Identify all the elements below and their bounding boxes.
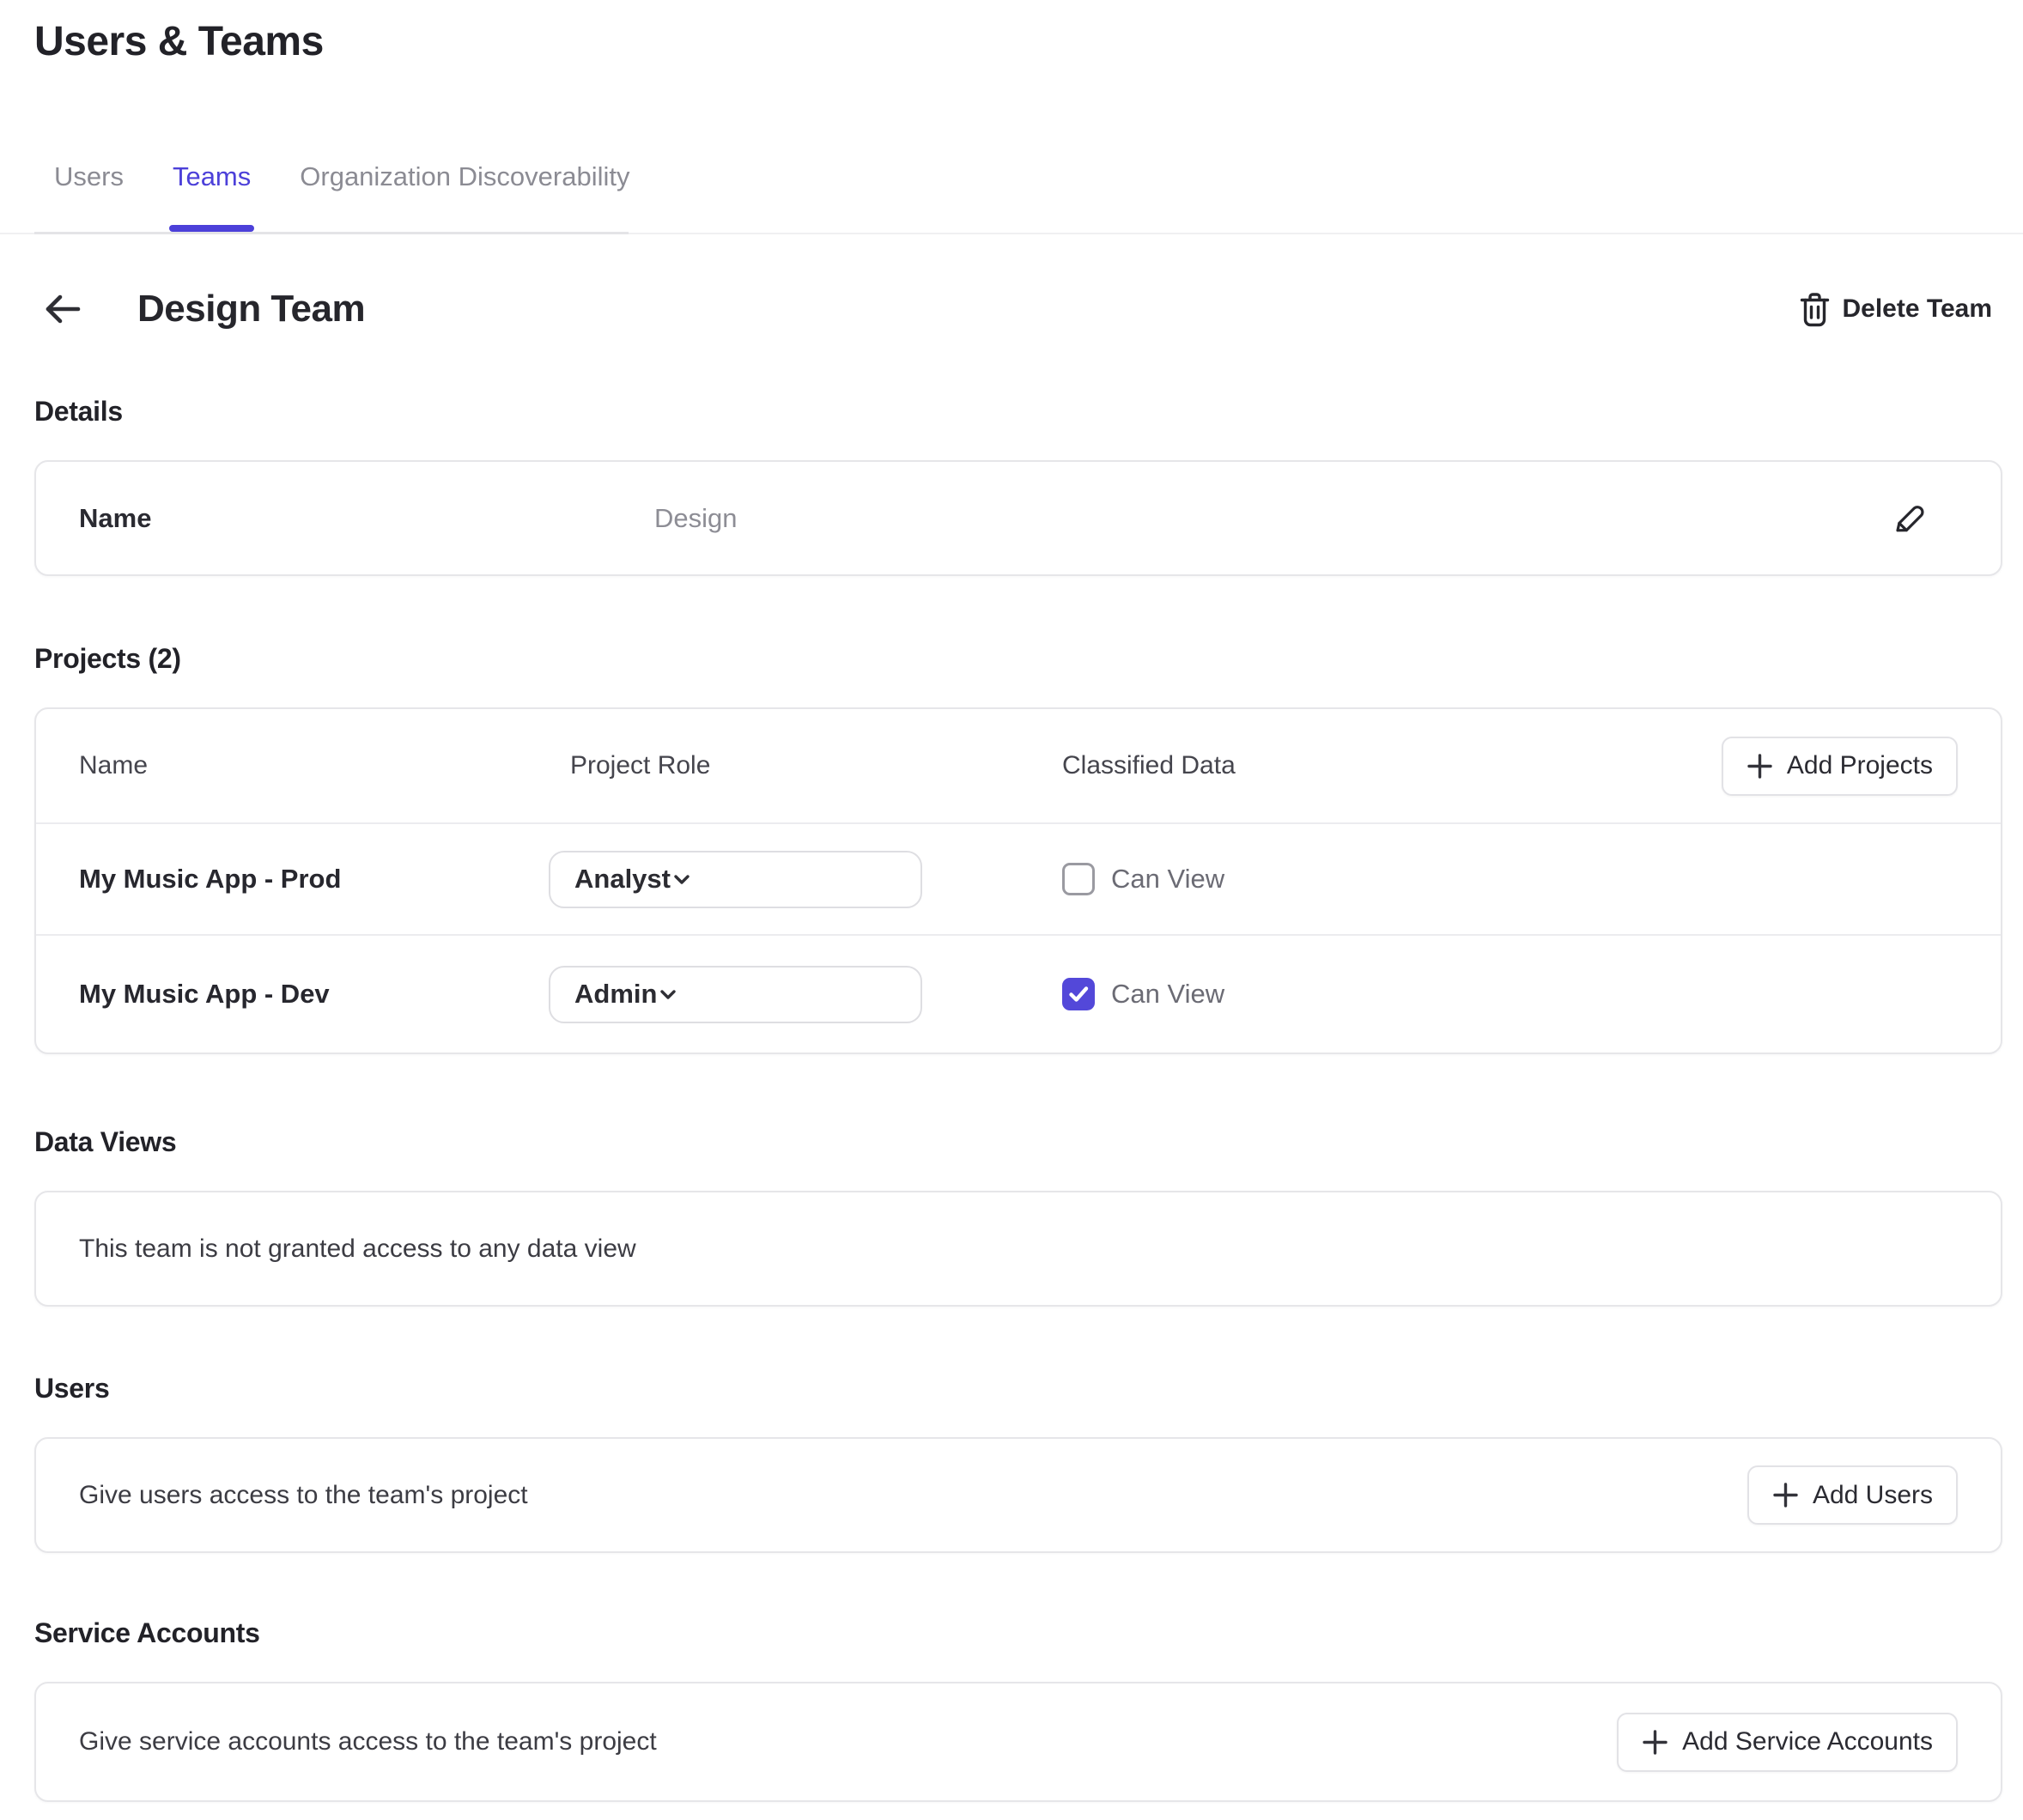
- project-name: My Music App - Prod: [79, 864, 342, 894]
- projects-card: Name Project Role Classified Data Add Pr…: [34, 707, 2002, 1054]
- tab-teams[interactable]: Teams: [168, 161, 255, 232]
- chevron-down-icon: [671, 868, 693, 890]
- column-header-name: Name: [79, 751, 149, 780]
- project-role-value: Analyst: [574, 864, 671, 894]
- can-view-checkbox-dev[interactable]: [1062, 978, 1095, 1010]
- data-views-card: This team is not granted access to any d…: [34, 1191, 2002, 1307]
- check-icon: [1062, 863, 1095, 895]
- plus-icon: [1747, 753, 1773, 780]
- users-card: Give users access to the team's project …: [34, 1437, 2002, 1553]
- tab-users[interactable]: Users: [54, 161, 124, 191]
- delete-team-button[interactable]: Delete Team: [1800, 292, 1992, 327]
- plus-icon: [1642, 1729, 1668, 1756]
- column-header-project-role: Project Role: [570, 751, 711, 780]
- back-button[interactable]: [43, 289, 82, 329]
- can-view-checkbox-prod[interactable]: [1062, 863, 1095, 895]
- users-heading: Users: [34, 1373, 110, 1404]
- trash-icon: [1800, 292, 1830, 327]
- project-row-prod: My Music App - Prod Analyst: [36, 822, 2001, 934]
- service-accounts-card: Give service accounts access to the team…: [34, 1682, 2002, 1802]
- column-header-classified-data: Classified Data: [1062, 751, 1236, 780]
- add-projects-label: Add Projects: [1786, 751, 1933, 780]
- details-heading: Details: [34, 396, 123, 427]
- project-name: My Music App - Dev: [79, 979, 330, 1009]
- project-role-value: Admin: [574, 979, 658, 1009]
- add-users-button[interactable]: Add Users: [1747, 1465, 1958, 1525]
- data-views-heading: Data Views: [34, 1126, 177, 1157]
- projects-table-header: Name Project Role Classified Data Add Pr…: [36, 709, 2001, 822]
- service-accounts-description: Give service accounts access to the team…: [79, 1727, 657, 1756]
- project-row-dev: My Music App - Dev Admin: [36, 934, 2001, 1053]
- pencil-icon: [1890, 500, 1926, 537]
- projects-heading: Projects (2): [34, 643, 181, 674]
- team-header: Design Team Delete Team: [34, 279, 2002, 339]
- details-card: Name Design: [34, 460, 2002, 576]
- plus-icon: [1772, 1482, 1799, 1508]
- name-label: Name: [79, 502, 152, 533]
- tab-bar: Users Teams Organization Discoverability: [0, 153, 2023, 234]
- can-view-label: Can View: [1111, 864, 1225, 894]
- data-views-empty-text: This team is not granted access to any d…: [79, 1234, 636, 1263]
- settings-page: Users & Teams Users Teams Organization D…: [0, 17, 2023, 1802]
- can-view-label: Can View: [1111, 979, 1225, 1009]
- users-description: Give users access to the team's project: [79, 1480, 528, 1509]
- team-title: Design Team: [137, 288, 366, 330]
- page-title: Users & Teams: [34, 19, 324, 64]
- edit-name-button[interactable]: [1890, 500, 1926, 537]
- team-name-value: Design: [654, 502, 738, 533]
- project-role-select-prod[interactable]: Analyst: [549, 850, 922, 908]
- project-role-select-dev[interactable]: Admin: [549, 965, 922, 1023]
- service-accounts-heading: Service Accounts: [34, 1617, 260, 1648]
- back-arrow-icon: [43, 289, 82, 329]
- add-users-label: Add Users: [1812, 1480, 1933, 1509]
- add-service-accounts-button[interactable]: Add Service Accounts: [1617, 1712, 1958, 1772]
- check-icon: [1062, 978, 1095, 1010]
- chevron-down-icon: [657, 983, 679, 1005]
- add-projects-button[interactable]: Add Projects: [1721, 736, 1958, 796]
- tab-organization-discoverability[interactable]: Organization Discoverability: [300, 161, 630, 191]
- delete-team-label: Delete Team: [1842, 294, 1992, 323]
- add-service-accounts-label: Add Service Accounts: [1682, 1727, 1933, 1756]
